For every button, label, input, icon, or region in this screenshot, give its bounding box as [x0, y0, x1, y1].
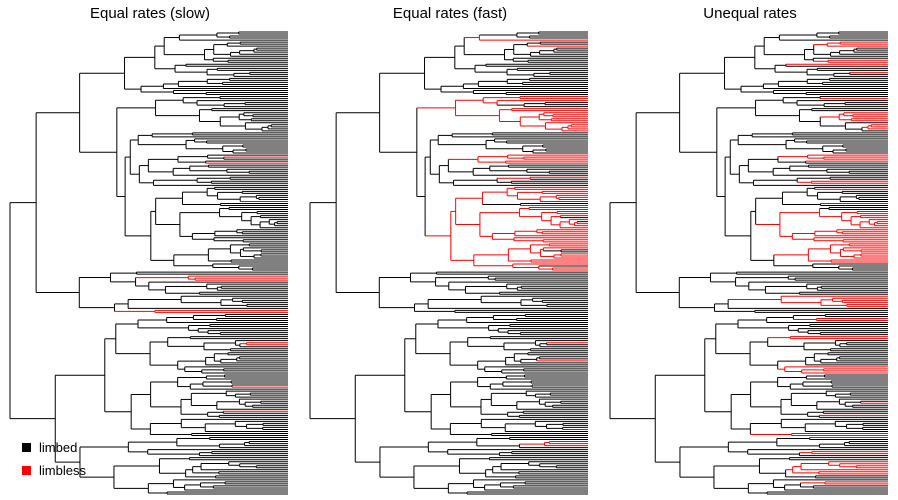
- legend-item-limbless: limbless: [22, 463, 86, 478]
- limbed-swatch: [22, 443, 31, 452]
- panel-title-fast: Equal rates (fast): [392, 5, 508, 22]
- limbless-swatch: [22, 466, 31, 475]
- legend-label: limbless: [39, 463, 86, 478]
- panel-title-slow: Equal rates (slow): [89, 5, 211, 22]
- legend-item-limbed: limbed: [22, 440, 77, 455]
- legend-label: limbed: [39, 440, 78, 455]
- panel-title-unequal: Unequal rates: [703, 5, 797, 22]
